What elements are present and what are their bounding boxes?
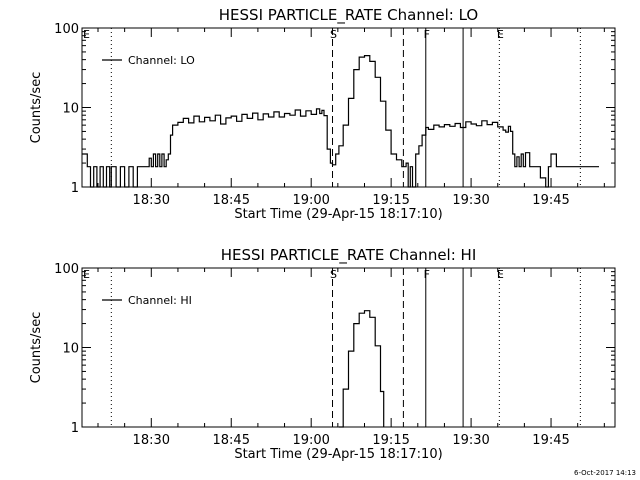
data-series-line [82, 55, 599, 188]
data-series-line [338, 310, 385, 428]
marker-label: F [424, 268, 430, 281]
marker-label: F [424, 28, 430, 41]
y-tick-label: 1 [71, 181, 79, 196]
marker-label: E [497, 28, 504, 41]
marker-label: S [330, 268, 337, 281]
x-tick-label: 18:45 [213, 433, 250, 448]
x-tick-label: 18:30 [133, 193, 170, 208]
legend-label: Channel: HI [128, 294, 192, 307]
x-axis-label: Start Time (29-Apr-15 18:17:10) [234, 207, 442, 222]
x-tick-label: 19:15 [372, 433, 409, 448]
panel-lo: HESSI PARTICLE_RATE Channel: LO S F E E 1 10 10… [29, 6, 616, 222]
x-tick-label: 19:45 [532, 433, 569, 448]
marker-label: S [330, 28, 337, 41]
x-tick-label: 18:30 [133, 433, 170, 448]
y-axis-label: Counts/sec [29, 72, 44, 144]
chart-title: HESSI PARTICLE_RATE Channel: HI [221, 246, 477, 265]
corner-label: E [83, 28, 90, 41]
marker-label: E [497, 268, 504, 281]
panel-hi: HESSI PARTICLE_RATE Channel: HI S F E E 1 10 10… [29, 246, 616, 462]
corner-label: E [83, 268, 90, 281]
x-tick-label: 19:00 [292, 193, 329, 208]
x-tick-label: 19:30 [452, 433, 489, 448]
x-tick-label: 19:45 [532, 193, 569, 208]
x-tick-label: 19:15 [372, 193, 409, 208]
y-tick-label: 10 [62, 342, 79, 357]
y-tick-label: 100 [54, 262, 79, 277]
x-tick-label: 19:30 [452, 193, 489, 208]
legend-label: Channel: LO [128, 54, 195, 67]
x-tick-label: 18:45 [213, 193, 250, 208]
y-tick-label: 10 [62, 102, 79, 117]
chart-title: HESSI PARTICLE_RATE Channel: LO [219, 6, 478, 25]
timestamp-label: 6-Oct-2017 14:13 [573, 469, 636, 477]
y-tick-label: 100 [54, 22, 79, 37]
x-tick-label: 19:00 [292, 433, 329, 448]
y-axis-label: Counts/sec [29, 312, 44, 384]
x-axis-label: Start Time (29-Apr-15 18:17:10) [234, 447, 442, 462]
y-tick-label: 1 [71, 421, 79, 436]
plot-frame [81, 267, 616, 428]
